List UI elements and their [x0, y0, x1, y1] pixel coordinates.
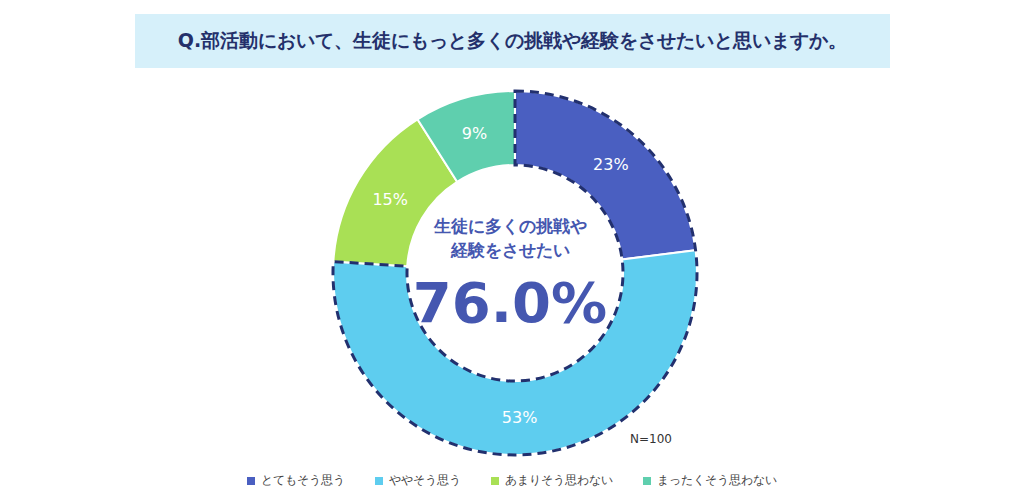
html-text:Q.部活動において、生徒にもっと多くの挑戦や経験をさせたいと: Q.部活動において、生徒にもっと多くの挑戦や経験をさせたいと思いますか。	[177, 29, 848, 51]
html-text:N=100: N=100	[630, 432, 672, 446]
html-text:生徒に多くの挑戦や: 生徒に多くの挑戦や	[433, 216, 587, 236]
html-text:経験をさせたい: 経験をさせたい	[450, 240, 570, 260]
svg-text:9%: 9%	[462, 124, 487, 143]
svg-text:23%: 23%	[593, 155, 629, 174]
html-text:とてもそう思う: とてもそう思う	[261, 473, 345, 487]
html-text:76.0%: 76.0%	[412, 270, 608, 335]
svg-text:53%: 53%	[502, 408, 538, 427]
html-text:まったくそう思わない: まったくそう思わない	[657, 473, 777, 487]
html-text:あまりそう思わない: あまりそう思わない	[505, 473, 613, 487]
svg-text:15%: 15%	[372, 190, 408, 209]
html-text:ややそう思う: ややそう思う	[389, 473, 461, 487]
